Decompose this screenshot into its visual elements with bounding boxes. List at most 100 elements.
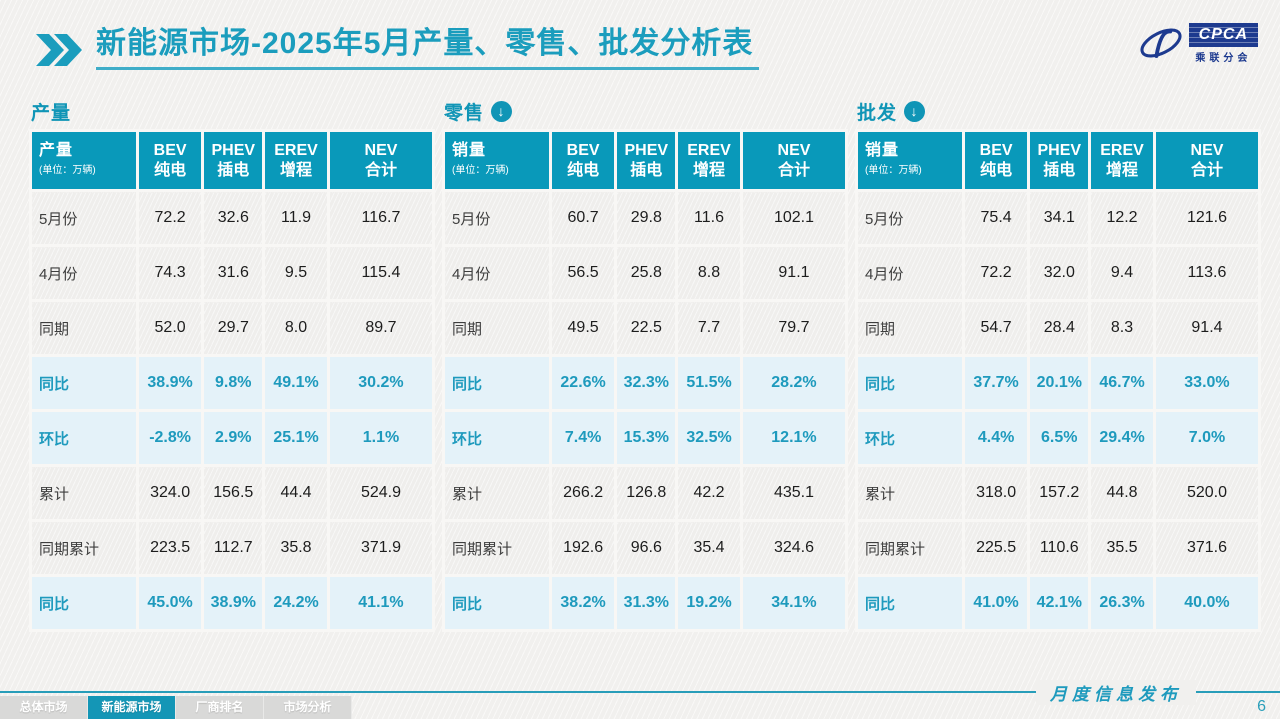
cell-value: 75.4 [961,189,1031,247]
cell-value: 38.9% [201,574,266,632]
table-row: 同期累计 223.5 112.7 35.8 371.9 [29,519,436,577]
cell-value: 46.7% [1088,354,1156,412]
table-header-nev: NEV 合计 [326,129,436,192]
tab-nev-market[interactable]: 新能源市场 [88,696,176,719]
section-label-text: 产量 [31,102,72,124]
cell-value: 25.1% [262,409,330,467]
section-label-text: 批发 [857,102,898,124]
cell-value: 113.6 [1152,244,1262,302]
cell-value: 110.6 [1027,519,1092,577]
chevron-right-double-icon [36,34,82,66]
cell-value: 29.8 [614,189,679,247]
cell-value: 28.4 [1027,299,1092,357]
table-row: 4月份 56.5 25.8 8.8 91.1 [442,244,849,302]
row-label: 同比 [855,574,965,632]
cell-value: 40.0% [1152,574,1262,632]
table-header-unit: 销量 (单位：万辆) [442,129,552,192]
table-row: 同期 54.7 28.4 8.3 91.4 [855,299,1262,357]
table-row: 环比 7.4% 15.3% 32.5% 12.1% [442,409,849,467]
cell-value: 7.4% [548,409,618,467]
row-label: 同期 [855,299,965,357]
retail-table: 销量 (单位：万辆) BEV 纯电 PHEV 插电 EREV 增程 NEV 合计 5月份 60.7 29… [442,129,849,632]
cell-value: 91.1 [739,244,849,302]
logo-subtitle: 乘联分会 [1195,52,1252,64]
cell-value: 524.9 [326,464,436,522]
cell-value: 126.8 [614,464,679,522]
row-label: 累计 [29,464,139,522]
cell-value: 192.6 [548,519,618,577]
cell-value: 30.2% [326,354,436,412]
row-label: 累计 [855,464,965,522]
table-row: 同比 41.0% 42.1% 26.3% 40.0% [855,574,1262,632]
table-row: 同期 52.0 29.7 8.0 89.7 [29,299,436,357]
row-label: 4月份 [442,244,552,302]
cell-value: 22.6% [548,354,618,412]
page-title: 新能源市场-2025年5月产量、零售、批发分析表 [96,26,760,70]
cell-value: 49.1% [262,354,330,412]
cell-value: 121.6 [1152,189,1262,247]
row-label: 同期累计 [29,519,139,577]
tab-market-analysis[interactable]: 市场分析 [264,696,352,719]
row-label: 环比 [855,409,965,467]
table-row: 同期 49.5 22.5 7.7 79.7 [442,299,849,357]
row-label: 同期 [442,299,552,357]
table-header-phev: PHEV 插电 [201,129,266,192]
cell-value: 72.2 [135,189,205,247]
table-header-erev: EREV 增程 [262,129,330,192]
cell-value: 35.8 [262,519,330,577]
table-row: 4月份 74.3 31.6 9.5 115.4 [29,244,436,302]
row-label: 同期累计 [855,519,965,577]
cell-value: 74.3 [135,244,205,302]
arrow-down-circle-icon: ↓ [491,100,513,122]
table-header-unit: 销量 (单位：万辆) [855,129,965,192]
row-label: 环比 [442,409,552,467]
tab-overall-market[interactable]: 总体市场 [0,696,88,719]
row-label: 5月份 [855,189,965,247]
cell-value: 225.5 [961,519,1031,577]
cell-value: 56.5 [548,244,618,302]
cell-value: 31.6 [201,244,266,302]
cell-value: 32.5% [675,409,743,467]
table-row: 同期累计 225.5 110.6 35.5 371.6 [855,519,1262,577]
cell-value: 60.7 [548,189,618,247]
cell-value: 318.0 [961,464,1031,522]
table-row: 5月份 75.4 34.1 12.2 121.6 [855,189,1262,247]
cell-value: 371.9 [326,519,436,577]
table-row: 同比 38.9% 9.8% 49.1% 30.2% [29,354,436,412]
cell-value: 156.5 [201,464,266,522]
cell-value: 116.7 [326,189,436,247]
table-row: 5月份 72.2 32.6 11.9 116.7 [29,189,436,247]
table-row: 同比 37.7% 20.1% 46.7% 33.0% [855,354,1262,412]
cell-value: 41.0% [961,574,1031,632]
cell-value: 12.2 [1088,189,1156,247]
cell-value: 32.3% [614,354,679,412]
table-row: 环比 4.4% 6.5% 29.4% 7.0% [855,409,1262,467]
row-label: 5月份 [442,189,552,247]
cell-value: 102.1 [739,189,849,247]
cell-value: 33.0% [1152,354,1262,412]
cell-value: 89.7 [326,299,436,357]
cell-value: 34.1 [1027,189,1092,247]
cell-value: 31.3% [614,574,679,632]
cell-value: 8.0 [262,299,330,357]
cell-value: 41.1% [326,574,436,632]
cell-value: 24.2% [262,574,330,632]
table-header-unit: 产量 (单位：万辆) [29,129,139,192]
cpca-swoosh-icon [1140,28,1182,58]
tab-oem-ranking[interactable]: 厂商排名 [176,696,264,719]
cell-value: 12.1% [739,409,849,467]
cell-value: 1.1% [326,409,436,467]
cell-value: 324.0 [135,464,205,522]
section-label-wholesale: 批发 ↓ [857,98,1261,124]
cell-value: 54.7 [961,299,1031,357]
table-row: 4月份 72.2 32.0 9.4 113.6 [855,244,1262,302]
production-table-block: 产量 CPCA 乘联分会 产量(单位：万辆)BEV纯电PHEV插电EREV增程N… [29,98,436,632]
cell-value: 32.6 [201,189,266,247]
cell-value: 37.7% [961,354,1031,412]
title-row: 新能源市场-2025年5月产量、零售、批发分析表 [36,26,760,70]
cell-value: 51.5% [675,354,743,412]
cell-value: 20.1% [1027,354,1092,412]
row-label: 同期累计 [442,519,552,577]
cell-value: 29.7 [201,299,266,357]
cell-value: 91.4 [1152,299,1262,357]
